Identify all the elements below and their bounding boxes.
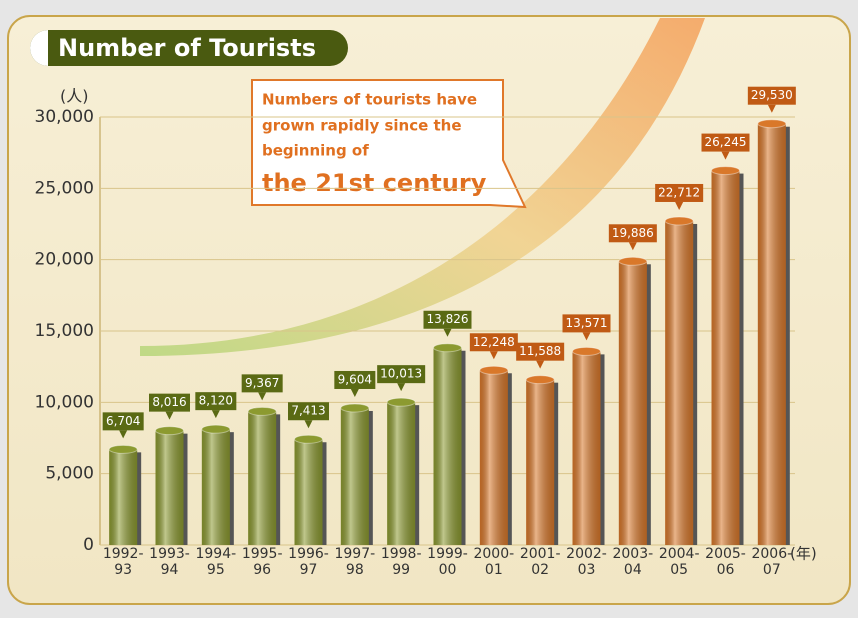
annotation-highlight: the 21st century — [262, 169, 487, 197]
value-label: 13,826 — [427, 312, 469, 326]
bar-top — [202, 425, 230, 433]
bar-shine — [202, 429, 230, 545]
bar-top — [573, 347, 601, 355]
x-tick-label: 1994- 95 — [194, 546, 238, 578]
bar-shine — [573, 351, 601, 545]
value-label: 13,571 — [566, 316, 608, 330]
bar-top — [434, 344, 462, 352]
y-tick-label: 30,000 — [35, 107, 94, 127]
value-label: 7,413 — [291, 404, 325, 418]
x-tick-label: 2005- 06 — [704, 546, 748, 578]
x-tick-label: 1992- 93 — [101, 546, 145, 578]
bar-top — [526, 376, 554, 384]
value-label: 9,604 — [338, 372, 372, 386]
value-label: 26,245 — [705, 135, 747, 149]
x-tick-label: 1999- 00 — [426, 546, 470, 578]
bar-shine — [758, 124, 786, 545]
bar-top — [712, 167, 740, 175]
y-tick-label: 10,000 — [35, 392, 94, 412]
x-tick-label: 1993- 94 — [148, 546, 192, 578]
x-tick-label: 2002- 03 — [565, 546, 609, 578]
bar-top — [758, 120, 786, 128]
y-tick-label: 5,000 — [45, 464, 94, 484]
bar-top — [248, 407, 276, 415]
bar-top — [387, 398, 415, 406]
chart-title: Number of Tourists — [58, 34, 316, 62]
value-label: 19,886 — [612, 226, 654, 240]
y-tick-label: 15,000 — [35, 321, 94, 341]
bar-shine — [248, 411, 276, 545]
bar-shine — [434, 348, 462, 545]
bar-top — [156, 427, 184, 435]
bar-shine — [619, 261, 647, 545]
bar-shine — [109, 449, 137, 545]
x-tick-label: 1997- 98 — [333, 546, 377, 578]
bar-shine — [480, 370, 508, 545]
value-label: 6,704 — [106, 414, 140, 428]
bar-shine — [665, 221, 693, 545]
value-label: 9,367 — [245, 376, 279, 390]
x-tick-label: 1995- 96 — [240, 546, 284, 578]
bar-shine — [712, 171, 740, 545]
bar-shine — [156, 431, 184, 545]
value-label: 22,712 — [658, 185, 700, 199]
bar-top — [109, 445, 137, 453]
bar-top — [480, 366, 508, 374]
y-tick-label: 25,000 — [35, 178, 94, 198]
annotation-line: grown rapidly since the — [262, 117, 462, 135]
x-unit: (年) — [790, 545, 817, 563]
value-label: 10,013 — [380, 367, 422, 381]
y-tick-label: 0 — [83, 535, 94, 555]
x-tick-label: 2006- 07 — [750, 546, 794, 578]
x-tick-label: 2003- 04 — [611, 546, 655, 578]
bar-shine — [387, 402, 415, 545]
x-tick-label: 2001- 02 — [518, 546, 562, 578]
annotation-line: beginning of — [262, 142, 369, 160]
value-label: 11,588 — [519, 344, 561, 358]
bar-shine — [341, 408, 369, 545]
chart: Number of Tourists (人) (年) Numbers of to… — [0, 0, 858, 618]
x-tick-label: 2000- 01 — [472, 546, 516, 578]
value-label: 29,530 — [751, 88, 793, 102]
x-tick-label: 1998- 99 — [379, 546, 423, 578]
bar-shine — [295, 439, 323, 545]
y-unit: (人) — [60, 87, 89, 106]
value-label: 8,016 — [152, 395, 186, 409]
bar-top — [665, 217, 693, 225]
bar-top — [295, 435, 323, 443]
bar-top — [341, 404, 369, 412]
y-tick-label: 20,000 — [35, 250, 94, 270]
annotation-line: Numbers of tourists have — [262, 91, 477, 109]
x-tick-label: 1996- 97 — [287, 546, 331, 578]
bar-top — [619, 257, 647, 265]
x-tick-label: 2004- 05 — [657, 546, 701, 578]
value-label: 8,120 — [199, 394, 233, 408]
page: Number of Tourists (人) (年) Numbers of to… — [0, 0, 858, 618]
value-label: 12,248 — [473, 335, 515, 349]
bar-shine — [526, 380, 554, 545]
